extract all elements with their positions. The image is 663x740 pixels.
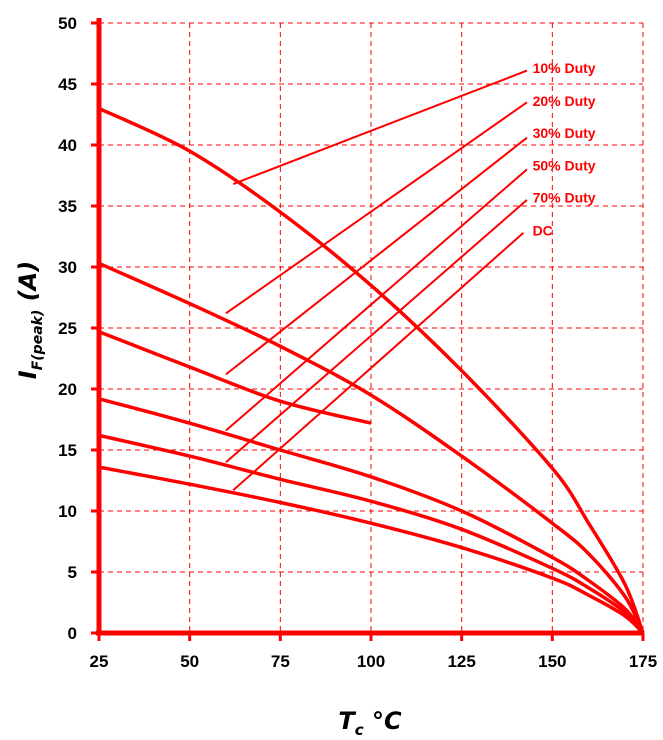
tick-labels: 25 50 75 100 125 150 175 0 5 10 15 20 25 30 35 40 45 50 (58, 14, 657, 671)
series-line-dc (98, 465, 645, 635)
series-lines (98, 106, 645, 635)
series-label-50pct-duty: 50% Duty (533, 158, 596, 174)
x-tick-label-50: 50 (180, 652, 199, 671)
y-tick-label-0: 0 (68, 624, 77, 643)
leader-line-10pct-duty (232, 69, 528, 185)
x-axis-title-sub: c (355, 721, 364, 739)
x-axis-title-unit: °C (364, 707, 402, 735)
series-label-70pct-duty: 70% Duty (533, 189, 596, 205)
series-label-10pct-duty: 10% Duty (533, 60, 596, 76)
leader-line-dc (232, 232, 524, 492)
y-tick-label-50: 50 (58, 14, 77, 33)
x-tick-label-75: 75 (271, 652, 290, 671)
x-tick-label-100: 100 (357, 652, 385, 671)
y-tick-label-15: 15 (58, 441, 77, 460)
leader-line-20pct-duty (225, 101, 528, 315)
x-tick-label-150: 150 (538, 652, 566, 671)
y-axis-title-main: I (14, 370, 42, 379)
y-tick-label-5: 5 (68, 563, 77, 582)
leader-line-70pct-duty (225, 199, 528, 463)
series-line-70pct-duty (98, 433, 645, 635)
series-leader-lines (225, 69, 528, 492)
x-tick-label-25: 25 (90, 652, 109, 671)
series-labels: 10% Duty 20% Duty 30% Duty 50% Duty 70% Duty… (533, 60, 596, 238)
x-axis-title: Tc °C (338, 707, 402, 739)
y-axis-title: IF(peak) (A) (14, 261, 46, 379)
series-label-30pct-duty: 30% Duty (533, 125, 596, 141)
series-line-50pct-duty (98, 397, 645, 635)
series-line-30pct-duty (98, 330, 372, 425)
series-label-20pct-duty: 20% Duty (533, 93, 596, 109)
y-axis-title-sub: F(peak) (30, 310, 46, 371)
x-axis-title-main: T (338, 707, 356, 735)
y-tick-label-35: 35 (58, 197, 77, 216)
series-label-dc: DC (533, 222, 553, 238)
leader-line-50pct-duty (225, 168, 528, 432)
y-tick-label-10: 10 (58, 502, 77, 521)
grid (99, 22, 644, 633)
series-line-20pct-duty (98, 261, 645, 634)
series-line-10pct-duty (98, 106, 645, 634)
y-tick-label-20: 20 (58, 380, 77, 399)
x-tick-label-125: 125 (447, 652, 475, 671)
y-tick-label-25: 25 (58, 319, 77, 338)
axes (91, 18, 645, 641)
y-tick-label-45: 45 (58, 75, 77, 94)
leader-line-30pct-duty (225, 136, 528, 376)
y-tick-label-40: 40 (58, 136, 77, 155)
y-axis-title-unit: (A) (14, 261, 42, 310)
y-tick-label-30: 30 (58, 258, 77, 277)
x-tick-label-175: 175 (629, 652, 657, 671)
